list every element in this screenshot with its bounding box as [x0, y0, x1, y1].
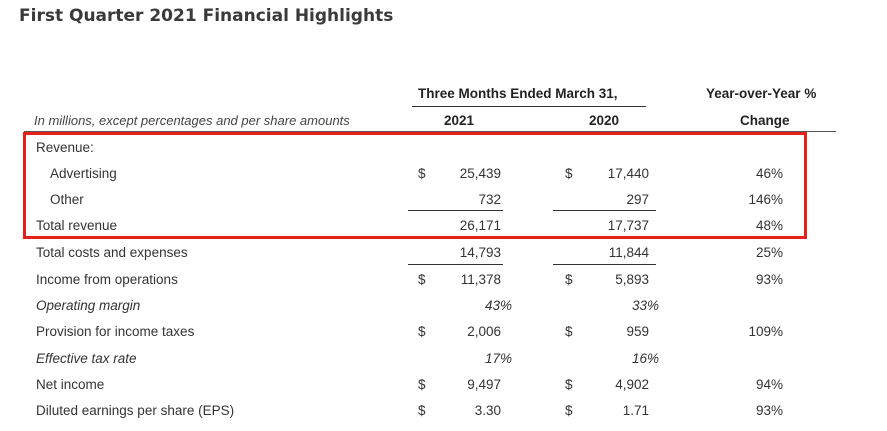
currency-symbol: $ — [565, 324, 573, 339]
period-header: Three Months Ended March 31, — [418, 86, 618, 101]
row-label: Income from operations — [36, 272, 178, 287]
value-2021: 26,171 — [459, 218, 501, 233]
page-title: First Quarter 2021 Financial Highlights — [19, 6, 394, 26]
value-2020: 16% — [631, 351, 659, 366]
value-2020: 5,893 — [615, 272, 649, 287]
yoy-change: 146% — [748, 192, 783, 207]
revenue-highlight-box — [23, 132, 807, 239]
value-2021: 25,439 — [459, 166, 501, 181]
yoy-change: 48% — [755, 218, 783, 233]
value-2020: 297 — [626, 192, 649, 207]
subtotal-rule-2021 — [408, 264, 503, 265]
yoy-change: 25% — [755, 245, 783, 260]
value-2020: 1.71 — [622, 403, 649, 418]
table-row-operating-margin: Operating margin 43% 33% — [0, 293, 887, 319]
yoy-change: 46% — [755, 166, 783, 181]
value-2020: 33% — [631, 298, 659, 313]
row-label: Diluted earnings per share (EPS) — [36, 403, 235, 418]
currency-symbol: $ — [418, 272, 426, 287]
yoy-header-line2: Change — [740, 113, 790, 128]
table-row-diluted-eps: Diluted earnings per share (EPS) $ 3.30 … — [0, 398, 887, 424]
table-row-total-revenue: Total revenue 26,171 17,737 48% — [0, 213, 887, 239]
value-2021: 43% — [484, 298, 512, 313]
currency-symbol: $ — [418, 377, 426, 392]
row-label: Other — [50, 192, 84, 207]
value-2020: 4,902 — [615, 377, 649, 392]
row-label: Advertising — [50, 166, 117, 181]
yoy-change: 109% — [748, 324, 783, 339]
row-label: Net income — [36, 377, 105, 392]
subtotal-rule-2021 — [408, 210, 503, 211]
table-row-provision-income-taxes: Provision for income taxes $ 2,006 $ 959… — [0, 319, 887, 345]
currency-symbol: $ — [565, 377, 573, 392]
value-2020: 11,844 — [608, 245, 649, 260]
value-2021: 2,006 — [467, 324, 501, 339]
subtotal-rule-2020 — [553, 264, 656, 265]
row-label: Revenue: — [36, 140, 94, 155]
row-label: Total costs and expenses — [36, 245, 188, 260]
value-2020: 17,737 — [607, 218, 649, 233]
value-2021: 732 — [478, 192, 501, 207]
currency-symbol: $ — [565, 403, 573, 418]
value-2021: 14,793 — [459, 245, 501, 260]
table-row-other: Other 732 297 146% — [0, 187, 887, 213]
header-divider — [24, 131, 836, 132]
currency-symbol: $ — [418, 324, 426, 339]
value-2020: 959 — [626, 324, 649, 339]
row-label: Effective tax rate — [36, 351, 137, 366]
table-row-advertising: Advertising $ 25,439 $ 17,440 46% — [0, 161, 887, 187]
table-row-revenue-heading: Revenue: — [0, 135, 887, 161]
row-label: Operating margin — [36, 298, 141, 313]
value-2021: 9,497 — [467, 377, 501, 392]
table-row-income-from-operations: Income from operations $ 11,378 $ 5,893 … — [0, 267, 887, 293]
subtotal-rule-2020 — [553, 210, 656, 211]
table-row-effective-tax-rate: Effective tax rate 17% 16% — [0, 346, 887, 372]
yoy-change: 93% — [755, 272, 783, 287]
units-note: In millions, except percentages and per … — [34, 113, 350, 128]
yoy-header-line1: Year-over-Year % — [706, 86, 817, 101]
period-header-rule — [412, 106, 646, 107]
row-label: Provision for income taxes — [36, 324, 195, 339]
currency-symbol: $ — [565, 166, 573, 181]
table-row-net-income: Net income $ 9,497 $ 4,902 94% — [0, 372, 887, 398]
value-2021: 17% — [484, 351, 512, 366]
currency-symbol: $ — [565, 272, 573, 287]
column-header-2021: 2021 — [444, 113, 475, 128]
yoy-change: 93% — [755, 403, 783, 418]
column-header-2020: 2020 — [589, 113, 620, 128]
currency-symbol: $ — [418, 403, 426, 418]
row-label: Total revenue — [36, 218, 118, 233]
table-row-total-costs: Total costs and expenses 14,793 11,844 2… — [0, 240, 887, 266]
value-2021: 3.30 — [474, 403, 501, 418]
value-2020: 17,440 — [607, 166, 649, 181]
currency-symbol: $ — [418, 166, 426, 181]
value-2021: 11,378 — [460, 272, 501, 287]
yoy-change: 94% — [755, 377, 783, 392]
